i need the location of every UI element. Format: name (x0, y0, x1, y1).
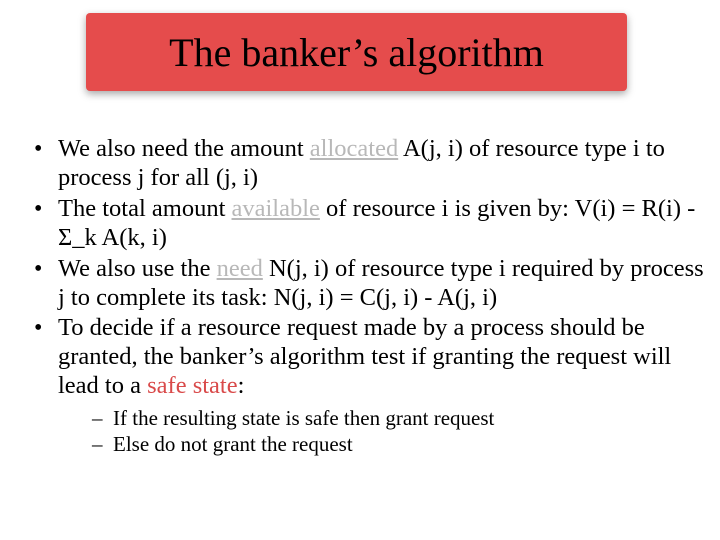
bullet-3-pre: We also use the (58, 255, 217, 282)
sub-list: If the resulting state is safe then gran… (88, 405, 710, 458)
content-area: We also need the amount allocated A(j, i… (28, 135, 710, 460)
bullet-2-underline: available (232, 195, 320, 222)
bullet-4: To decide if a resource request made by … (28, 314, 710, 457)
bullet-1-pre: We also need the amount (58, 135, 310, 162)
slide-title: The banker’s algorithm (169, 29, 544, 76)
bullet-2: The total amount available of resource i… (28, 195, 710, 253)
bullet-list: We also need the amount allocated A(j, i… (28, 135, 710, 458)
bullet-4-highlight: safe state (147, 372, 237, 399)
bullet-4-post: : (238, 372, 245, 399)
bullet-3-underline: need (217, 255, 263, 282)
sub-2: Else do not grant the request (88, 431, 710, 457)
title-bar: The banker’s algorithm (86, 13, 627, 91)
bullet-2-pre: The total amount (58, 195, 232, 222)
sub-1: If the resulting state is safe then gran… (88, 405, 710, 431)
bullet-1: We also need the amount allocated A(j, i… (28, 135, 710, 193)
bullet-1-underline: allocated (310, 135, 398, 162)
bullet-3: We also use the need N(j, i) of resource… (28, 255, 710, 313)
